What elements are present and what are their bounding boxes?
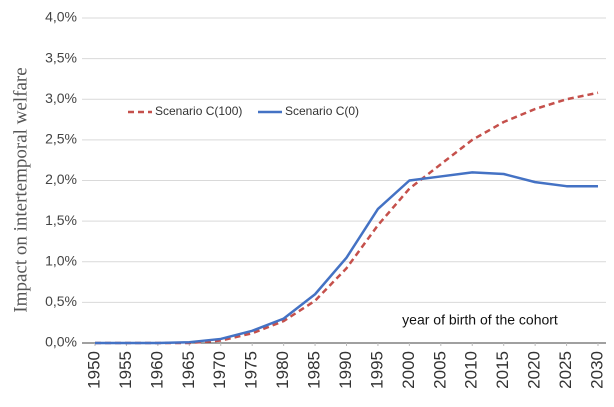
x-tick-label: 1995 bbox=[367, 351, 386, 389]
x-tick-label: 1980 bbox=[273, 351, 292, 389]
x-tick-label: 1950 bbox=[84, 351, 103, 389]
x-tick-label: 1960 bbox=[147, 351, 166, 389]
y-tick-label: 2,5% bbox=[45, 131, 77, 147]
y-tick-label: 2,0% bbox=[45, 171, 77, 187]
legend-label: Scenario C(0) bbox=[285, 104, 359, 118]
legend-label: Scenario C(100) bbox=[155, 104, 242, 118]
y-tick-label: 4,0% bbox=[45, 9, 77, 25]
y-tick-label: 1,5% bbox=[45, 212, 77, 228]
x-tick-label: 2010 bbox=[462, 351, 481, 389]
x-tick-label: 1965 bbox=[179, 351, 198, 389]
x-tick-label: 1985 bbox=[305, 351, 324, 389]
y-tick-label: 0,0% bbox=[45, 334, 77, 350]
y-axis-label: Impact on intertemporal welfare bbox=[10, 67, 31, 312]
x-tick-label: 1970 bbox=[210, 351, 229, 389]
x-tick-label: 2005 bbox=[430, 351, 449, 389]
y-tick-label: 3,5% bbox=[45, 49, 77, 65]
x-tick-label: 1990 bbox=[336, 351, 355, 389]
x-tick-label: 2025 bbox=[556, 351, 575, 389]
series-line bbox=[95, 171, 598, 345]
x-tick-label: 2015 bbox=[493, 351, 512, 389]
x-tick-label: 1955 bbox=[116, 351, 135, 389]
x-tick-label: 2000 bbox=[399, 351, 418, 389]
y-tick-label: 0,5% bbox=[45, 293, 77, 309]
y-tick-label: 1,0% bbox=[45, 252, 77, 268]
x-tick-label: 2030 bbox=[587, 351, 606, 389]
y-tick-label: 3,0% bbox=[45, 90, 77, 106]
x-tick-label: 2020 bbox=[525, 351, 544, 389]
annotation: year of birth of the cohort bbox=[402, 312, 558, 328]
x-tick-label: 1975 bbox=[242, 351, 261, 389]
series-line bbox=[95, 91, 599, 345]
